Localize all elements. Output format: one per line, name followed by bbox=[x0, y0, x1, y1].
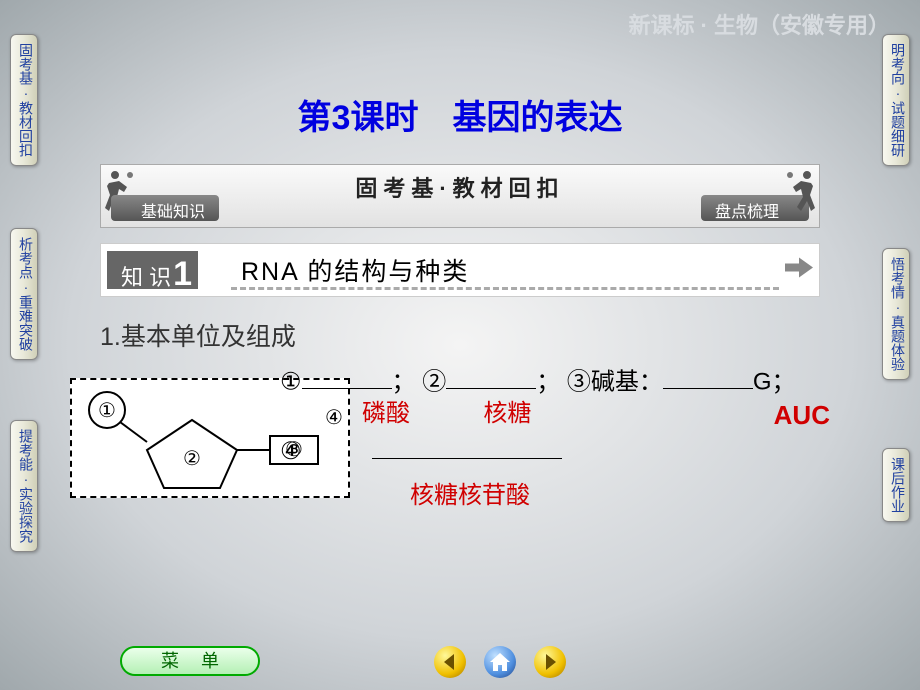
dashed-line bbox=[231, 287, 779, 290]
side-tab-left[interactable]: 析考点·重难突破 bbox=[10, 228, 38, 360]
blank-3 bbox=[663, 363, 753, 389]
blank-2-label: ② bbox=[422, 368, 446, 395]
blank-4-label: ④ bbox=[280, 438, 302, 465]
fill-blanks-area: ①； ②； ③碱基：G； 磷酸 核糖 AUC ④ 核糖核苷酸 bbox=[280, 363, 820, 514]
prev-button[interactable] bbox=[434, 646, 466, 678]
page-title: 第3课时 基因的表达 bbox=[60, 90, 860, 139]
arrow-right-icon bbox=[785, 256, 813, 285]
diagram-label-1: ① bbox=[98, 400, 116, 422]
next-button[interactable] bbox=[534, 646, 566, 678]
blank-3-tail: G； bbox=[753, 368, 796, 395]
blank-3-label: ③碱基： bbox=[567, 368, 663, 395]
side-tab-left[interactable]: 固考基·教材回扣 bbox=[10, 34, 38, 166]
diagram-label-2: ② bbox=[183, 448, 201, 470]
section-banner: 基础知识 固考基·教材回扣 盘点梳理 bbox=[100, 164, 820, 228]
blank-1 bbox=[302, 363, 392, 389]
side-tab-right[interactable]: 悟考情·真题体验 bbox=[882, 248, 910, 380]
menu-button[interactable]: 菜单 bbox=[120, 646, 260, 676]
answer-2: 核糖 bbox=[483, 400, 531, 427]
watermark-text: 新课标 · 生物（安徽专用） bbox=[628, 8, 890, 40]
side-tab-left[interactable]: 提考能·实验探究 bbox=[10, 420, 38, 552]
answer-3: AUC bbox=[774, 397, 830, 433]
side-tab-right[interactable]: 明考向·试题细研 bbox=[882, 34, 910, 166]
knowledge-badge-text: 知 识 bbox=[121, 260, 171, 292]
main-content: 第3课时 基因的表达 基础知识 固考基·教材回扣 盘点梳理 知 识 1 RNA … bbox=[60, 50, 860, 503]
home-button[interactable] bbox=[484, 646, 516, 678]
answer-4: 核糖核苷酸 bbox=[410, 482, 530, 509]
blank-2 bbox=[446, 363, 536, 389]
knowledge-badge-number: 1 bbox=[173, 255, 192, 294]
basketball-player-right-icon bbox=[785, 171, 819, 227]
answer-1: 磷酸 bbox=[362, 400, 410, 427]
blank-1-label: ① bbox=[280, 368, 302, 395]
knowledge-point-bar: 知 识 1 RNA 的结构与种类 bbox=[100, 243, 820, 297]
section-heading: 1.基本单位及组成 bbox=[100, 317, 820, 353]
knowledge-badge: 知 识 1 bbox=[107, 251, 198, 289]
blank-4 bbox=[372, 458, 562, 459]
side-tab-right[interactable]: 课后作业 bbox=[882, 448, 910, 522]
content-row: ① ② ③ ④ ①； ②； ③碱基：G； 磷酸 核糖 AUC bbox=[100, 363, 820, 503]
